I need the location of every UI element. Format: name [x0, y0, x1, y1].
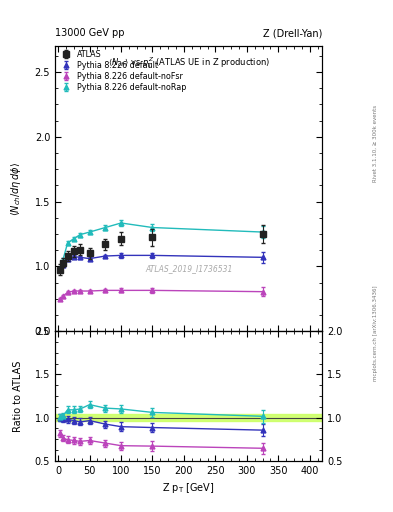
Text: 13000 GeV pp: 13000 GeV pp [55, 28, 125, 38]
Bar [55, 414, 322, 421]
Y-axis label: Ratio to ATLAS: Ratio to ATLAS [13, 360, 23, 432]
Text: Z (Drell-Yan): Z (Drell-Yan) [263, 28, 322, 38]
Text: ATLAS_2019_I1736531: ATLAS_2019_I1736531 [145, 264, 232, 273]
X-axis label: Z p$_\mathrm{T}$ [GeV]: Z p$_\mathrm{T}$ [GeV] [162, 481, 215, 495]
Text: mcplots.cern.ch [arXiv:1306.3436]: mcplots.cern.ch [arXiv:1306.3436] [373, 285, 378, 380]
Legend: ATLAS, Pythia 8.226 default, Pythia 8.226 default-noFsr, Pythia 8.226 default-no: ATLAS, Pythia 8.226 default, Pythia 8.22… [57, 49, 188, 94]
Text: $\langle N_{ch}\rangle$ vs $p_T^Z$ (ATLAS UE in Z production): $\langle N_{ch}\rangle$ vs $p_T^Z$ (ATLA… [108, 55, 270, 70]
Y-axis label: $\langle N_{ch}/d\eta\, d\phi\rangle$: $\langle N_{ch}/d\eta\, d\phi\rangle$ [9, 161, 23, 216]
Text: Rivet 3.1.10, ≥ 300k events: Rivet 3.1.10, ≥ 300k events [373, 105, 378, 182]
